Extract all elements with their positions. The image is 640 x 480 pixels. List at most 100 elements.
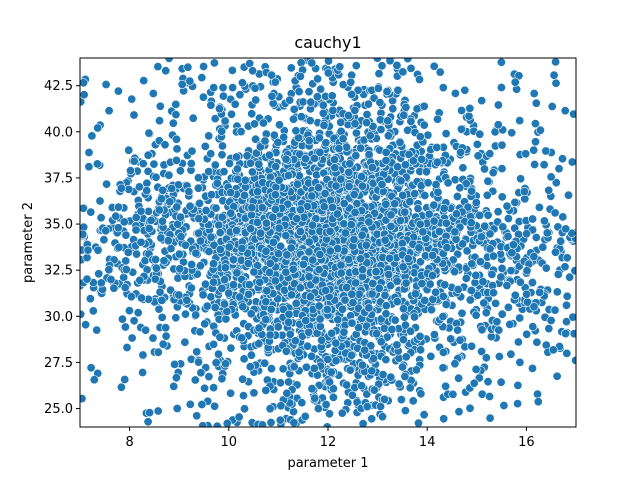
data-point — [157, 295, 167, 305]
data-point — [535, 287, 545, 297]
data-point — [561, 224, 571, 234]
data-point — [454, 407, 464, 417]
data-point — [456, 147, 466, 157]
data-point — [361, 240, 371, 250]
data-point — [111, 211, 121, 221]
data-point — [215, 228, 225, 238]
data-point — [497, 192, 507, 202]
data-point — [321, 285, 331, 295]
data-point — [209, 240, 219, 250]
data-point — [325, 226, 335, 236]
data-point — [323, 68, 333, 78]
data-point — [568, 312, 576, 322]
data-point — [133, 308, 143, 318]
data-point — [505, 319, 515, 329]
data-point — [466, 218, 476, 228]
data-point — [432, 114, 442, 124]
data-point — [261, 385, 271, 395]
data-point — [473, 290, 483, 300]
data-point — [320, 189, 330, 199]
data-point — [211, 358, 221, 368]
data-point — [282, 250, 292, 260]
data-points — [80, 58, 576, 427]
data-point — [288, 114, 298, 124]
data-point — [570, 266, 576, 276]
data-point — [287, 290, 297, 300]
data-point — [251, 134, 261, 144]
data-point — [345, 365, 355, 375]
data-point — [355, 254, 365, 264]
data-point — [289, 362, 299, 372]
data-point — [222, 306, 232, 316]
data-point — [220, 299, 230, 309]
data-point — [193, 173, 203, 183]
data-point — [548, 345, 558, 355]
data-point — [253, 187, 263, 197]
data-point — [395, 216, 405, 226]
data-point — [217, 150, 227, 160]
data-point — [257, 203, 267, 213]
data-point — [477, 96, 487, 106]
data-point — [209, 83, 219, 93]
data-point — [120, 322, 130, 332]
data-point — [284, 309, 294, 319]
data-point — [158, 216, 168, 226]
data-point — [560, 106, 570, 116]
data-point — [458, 163, 468, 173]
data-point — [96, 213, 106, 223]
data-point — [233, 174, 243, 184]
data-point — [198, 92, 208, 102]
data-point — [442, 243, 452, 253]
data-point — [265, 404, 275, 414]
data-point — [193, 183, 203, 193]
data-point — [258, 420, 267, 427]
data-point — [522, 229, 532, 239]
data-point — [386, 281, 396, 291]
data-point — [387, 324, 397, 334]
data-point — [161, 323, 171, 333]
data-point — [384, 269, 394, 279]
data-point — [206, 149, 216, 159]
data-point — [399, 110, 409, 120]
data-point — [305, 116, 315, 126]
data-point — [376, 337, 386, 347]
data-point — [446, 334, 456, 344]
data-point — [333, 315, 343, 325]
data-point — [530, 137, 540, 147]
data-point — [234, 412, 244, 422]
data-point — [443, 178, 453, 188]
data-point — [379, 394, 389, 404]
data-point — [249, 388, 259, 398]
data-point — [494, 325, 504, 335]
data-point — [159, 256, 169, 266]
data-point — [134, 182, 144, 192]
data-point — [467, 259, 477, 269]
data-point — [477, 389, 487, 399]
data-point — [187, 259, 197, 269]
data-point — [357, 381, 367, 391]
data-point — [246, 350, 256, 360]
data-point — [262, 286, 272, 296]
data-point — [388, 104, 398, 114]
data-point — [200, 383, 210, 393]
data-point — [319, 120, 329, 130]
data-point — [344, 181, 354, 191]
data-point — [204, 247, 214, 257]
data-point — [369, 385, 379, 395]
data-point — [400, 320, 410, 330]
data-point — [304, 247, 314, 257]
data-point — [397, 362, 407, 372]
data-point — [101, 80, 111, 90]
data-point — [527, 277, 537, 287]
data-point — [563, 190, 573, 200]
data-point — [381, 147, 391, 157]
data-point — [392, 276, 402, 286]
data-point — [316, 84, 326, 94]
data-point — [400, 160, 410, 170]
data-point — [513, 399, 523, 409]
data-point — [381, 309, 391, 319]
data-point — [295, 283, 305, 293]
data-point — [307, 220, 317, 230]
data-point — [86, 207, 96, 217]
data-point — [215, 104, 225, 114]
